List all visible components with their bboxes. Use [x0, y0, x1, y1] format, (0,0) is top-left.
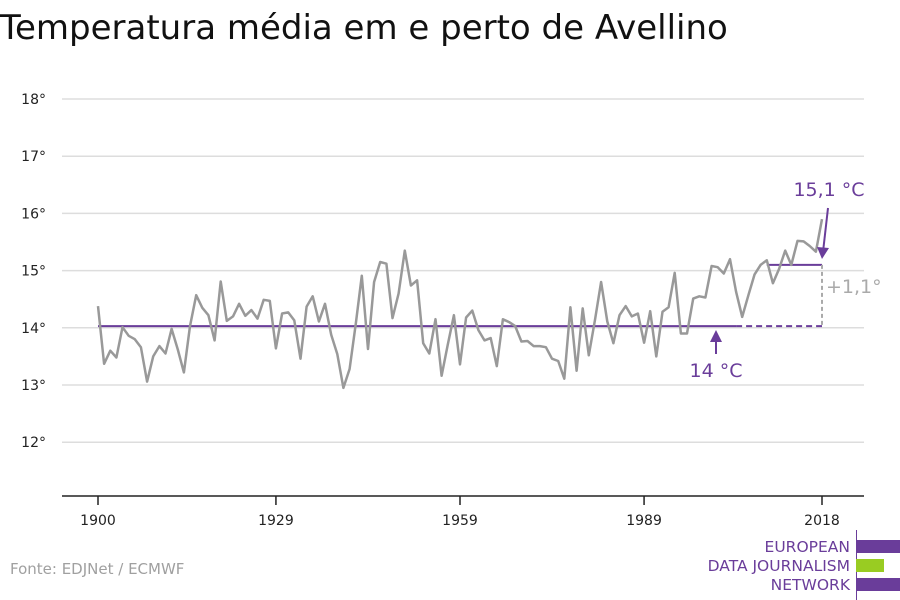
- x-tick-label: 1900: [80, 513, 116, 529]
- y-tick-label: 14°: [21, 321, 46, 337]
- x-tick-label: 1989: [626, 513, 662, 529]
- temperature-series-line: [96, 218, 824, 390]
- recent-mean-label: 15,1 °C: [793, 179, 864, 201]
- x-axis: 1900 1929 1959 1989 2018: [62, 495, 864, 529]
- x-tick-label: 1959: [442, 513, 478, 529]
- difference-label: +1,1°: [826, 276, 882, 298]
- logo-line-1: EUROPEAN: [764, 538, 850, 556]
- y-tick-label: 18°: [21, 92, 46, 108]
- reference-lines: [98, 263, 823, 328]
- annotations: 15,1 °C 14 °C +1,1°: [690, 179, 882, 382]
- baseline-mean-label: 14 °C: [690, 360, 743, 382]
- y-tick-label: 16°: [21, 206, 46, 222]
- logo-line-2: DATA JOURNALISM: [707, 557, 850, 575]
- y-tick-label: 13°: [21, 378, 46, 394]
- y-tick-label: 17°: [21, 149, 46, 165]
- edjnet-logo: EUROPEAN DATA JOURNALISM NETWORK: [690, 530, 900, 600]
- logo-bar-green: [856, 559, 884, 572]
- logo-wordmark: EUROPEAN DATA JOURNALISM NETWORK: [708, 538, 850, 595]
- baseline-mean-arrow-head: [710, 330, 722, 342]
- x-tick-label: 2018: [804, 513, 840, 529]
- y-tick-label: 15°: [21, 264, 46, 280]
- source-credit: Fonte: EDJNet / ECMWF: [10, 560, 185, 578]
- logo-bar-purple-bottom: [856, 578, 900, 591]
- series-layer: [96, 218, 824, 390]
- y-axis-tick-labels: 12° 13° 14° 15° 16° 17° 18°: [21, 92, 46, 451]
- recent-mean-arrow-line: [822, 207, 829, 253]
- logo-bars: [856, 530, 900, 600]
- gridlines: [62, 98, 864, 443]
- logo-bar-purple-top: [856, 540, 900, 553]
- x-tick-label: 1929: [258, 513, 294, 529]
- y-tick-label: 12°: [21, 435, 46, 451]
- logo-line-3: NETWORK: [770, 576, 850, 594]
- recent-mean-arrow-head: [817, 247, 829, 259]
- chart-title: Temperatura média em e perto de Avellino: [0, 8, 728, 48]
